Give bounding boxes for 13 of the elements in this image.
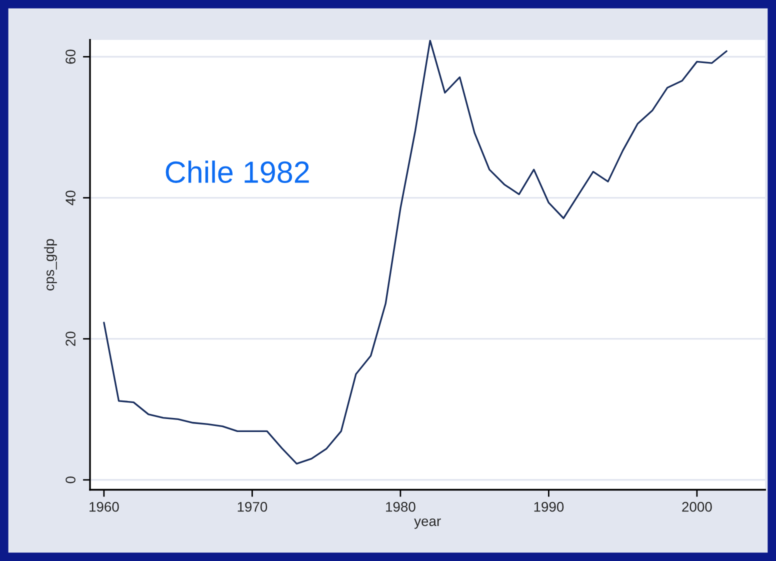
x-tick-label: 1960 bbox=[90, 502, 119, 512]
x-tick-label: 1990 bbox=[534, 502, 564, 512]
x-tick-label: 1970 bbox=[238, 502, 268, 512]
x-axis-title: year bbox=[414, 518, 441, 529]
y-tick-label: 20 bbox=[66, 332, 76, 346]
y-tick-label: 0 bbox=[66, 476, 76, 484]
x-tick-label: 2000 bbox=[682, 502, 712, 512]
annotation: Chile 1982 bbox=[166, 160, 309, 184]
y-axis-title: cps_gdp bbox=[44, 239, 57, 290]
x-tick-label: 1980 bbox=[386, 502, 416, 512]
y-tick-label: 40 bbox=[66, 190, 76, 206]
y-tick-label: 60 bbox=[66, 50, 76, 64]
line-series bbox=[103, 40, 728, 464]
